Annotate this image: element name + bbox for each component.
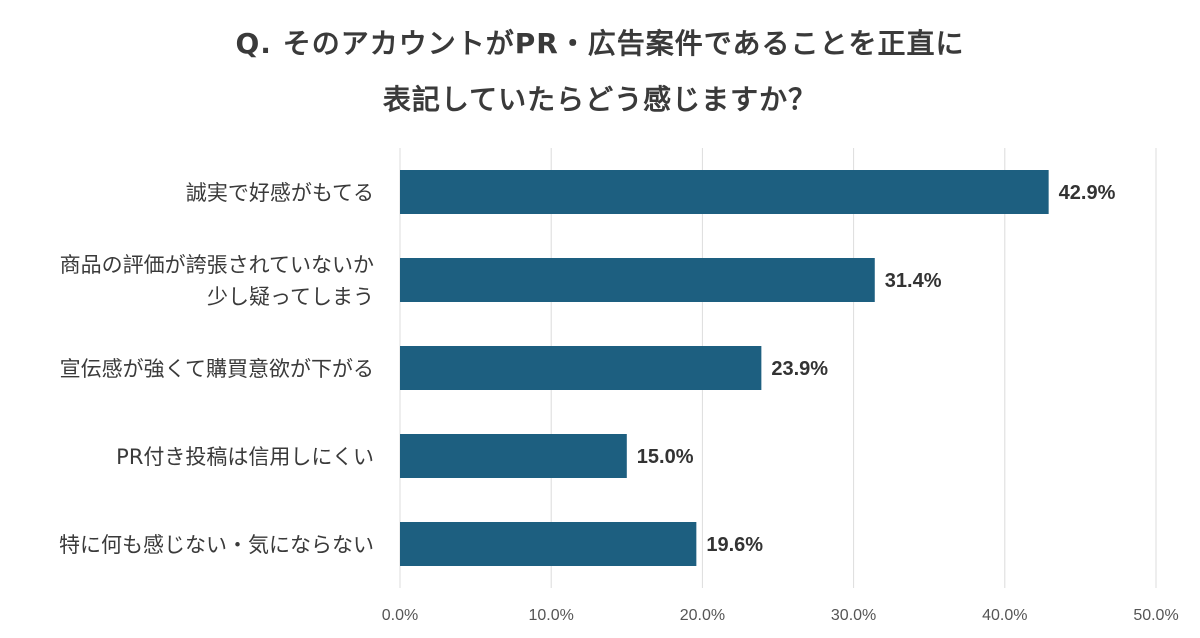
x-tick-label: 0.0% bbox=[382, 607, 418, 624]
chart-title-line-2: 表記していたらどう感じますか？ bbox=[382, 83, 818, 116]
x-tick-label: 40.0% bbox=[982, 607, 1027, 624]
data-label: 19.6% bbox=[706, 534, 763, 556]
category-label: 宣伝感が強くて購買意欲が下がる bbox=[60, 357, 374, 381]
bar bbox=[400, 170, 1049, 214]
category-label: 商品の評価が誇張されていないか bbox=[60, 253, 374, 277]
bar bbox=[400, 258, 875, 302]
data-label: 31.4% bbox=[885, 270, 942, 292]
x-tick-label: 20.0% bbox=[680, 607, 725, 624]
bar bbox=[400, 522, 697, 566]
x-tick-label: 50.0% bbox=[1133, 607, 1178, 624]
data-label: 23.9% bbox=[771, 358, 828, 380]
chart-title-line-1: Q. そのアカウントがPR・広告案件であることを正直に bbox=[235, 27, 965, 60]
bar bbox=[400, 346, 762, 390]
category-label: 少し疑ってしまう bbox=[207, 285, 374, 309]
category-label: 特に何も感じない・気にならない bbox=[59, 533, 374, 557]
data-label: 15.0% bbox=[637, 446, 694, 468]
x-tick-label: 30.0% bbox=[831, 607, 876, 624]
category-label: PR付き投稿は信用しにくい bbox=[116, 445, 374, 469]
data-label: 42.9% bbox=[1059, 182, 1116, 204]
category-label: 誠実で好感がもてる bbox=[186, 181, 374, 205]
bar bbox=[400, 434, 627, 478]
x-tick-label: 10.0% bbox=[529, 607, 574, 624]
